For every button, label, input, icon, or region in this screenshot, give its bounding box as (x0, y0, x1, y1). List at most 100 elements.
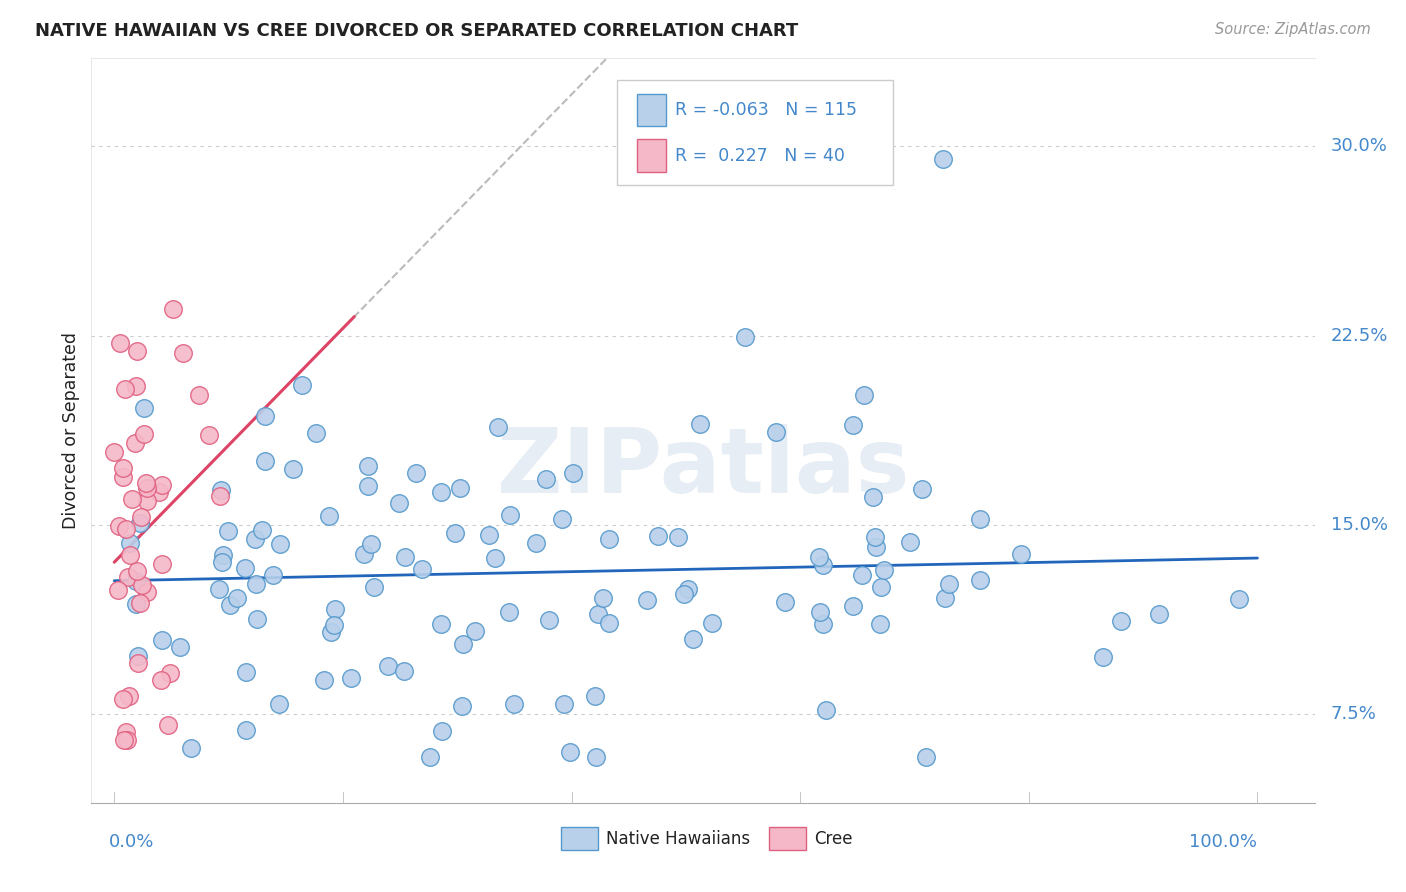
Point (262, 568, 284, 582)
Point (125, 379, 148, 393)
Point (162, 302, 184, 317)
Point (129, 516, 152, 531)
Point (842, 599, 865, 614)
Point (862, 490, 884, 504)
Text: NATIVE HAWAIIAN VS CREE DIVORCED OR SEPARATED CORRELATION CHART: NATIVE HAWAIIAN VS CREE DIVORCED OR SEPA… (35, 22, 799, 40)
Point (915, 750, 938, 764)
Point (1227, 591, 1250, 606)
Point (127, 656, 149, 670)
Point (118, 535, 141, 549)
Point (1091, 650, 1114, 665)
Point (246, 612, 269, 626)
Point (911, 482, 934, 496)
Point (598, 532, 620, 546)
Point (900, 534, 922, 549)
Point (135, 476, 157, 491)
Point (218, 599, 240, 613)
Point (486, 419, 509, 434)
Point (636, 593, 658, 607)
Point (775, 595, 797, 609)
Point (253, 409, 276, 424)
Point (235, 665, 257, 679)
Point (318, 508, 340, 523)
Point (118, 549, 141, 563)
Point (484, 551, 506, 566)
Point (538, 614, 561, 628)
Point (451, 637, 474, 651)
Point (267, 697, 290, 711)
Point (172, 346, 194, 360)
Point (586, 607, 609, 622)
Point (254, 454, 277, 468)
Point (503, 697, 526, 711)
Point (673, 587, 696, 601)
Point (103, 445, 125, 459)
Point (865, 540, 887, 554)
Point (134, 426, 156, 441)
Point (112, 470, 135, 484)
Point (932, 152, 955, 166)
Point (357, 479, 380, 493)
Point (419, 750, 441, 764)
Point (592, 591, 614, 606)
Point (682, 632, 704, 646)
Point (198, 428, 221, 442)
Text: R =  0.227   N = 40: R = 0.227 N = 40 (675, 146, 845, 164)
Point (451, 699, 474, 714)
Point (127, 564, 149, 578)
Point (842, 418, 865, 433)
Point (377, 659, 399, 673)
Point (157, 718, 180, 732)
Point (269, 536, 291, 550)
Text: ZIPatlas: ZIPatlas (496, 424, 910, 512)
Point (583, 690, 606, 704)
Point (112, 461, 135, 475)
Point (405, 466, 427, 480)
Point (188, 388, 211, 402)
Text: 0.0%: 0.0% (108, 833, 153, 851)
Point (498, 605, 520, 619)
Point (217, 524, 239, 538)
Point (666, 530, 689, 544)
Point (283, 462, 305, 476)
Point (388, 496, 411, 510)
Point (211, 555, 233, 569)
Point (647, 529, 669, 543)
Point (121, 492, 143, 507)
Point (111, 692, 134, 706)
Point (734, 329, 756, 343)
Point (449, 481, 471, 495)
Point (209, 489, 232, 503)
Point (125, 597, 148, 611)
Point (432, 724, 454, 739)
Point (209, 483, 232, 498)
Point (1147, 607, 1170, 622)
FancyBboxPatch shape (637, 94, 666, 127)
Point (411, 562, 433, 576)
Point (118, 689, 141, 703)
Point (129, 509, 152, 524)
Point (150, 557, 173, 571)
Point (305, 426, 328, 441)
Point (169, 640, 191, 654)
Point (813, 616, 835, 631)
Point (245, 577, 267, 591)
Point (124, 436, 146, 450)
Point (814, 703, 837, 717)
Point (235, 723, 257, 738)
Point (250, 523, 273, 537)
Point (150, 477, 173, 491)
Point (938, 577, 960, 591)
FancyBboxPatch shape (561, 827, 598, 850)
Point (560, 745, 582, 759)
Point (765, 425, 787, 439)
Point (149, 673, 172, 687)
Text: 7.5%: 7.5% (1330, 706, 1376, 723)
Point (360, 537, 382, 551)
Text: R = -0.063   N = 115: R = -0.063 N = 115 (675, 101, 856, 119)
Point (524, 536, 547, 550)
Text: 15.0%: 15.0% (1330, 516, 1388, 534)
Point (357, 458, 380, 473)
Text: Cree: Cree (814, 830, 853, 847)
Point (115, 732, 138, 747)
